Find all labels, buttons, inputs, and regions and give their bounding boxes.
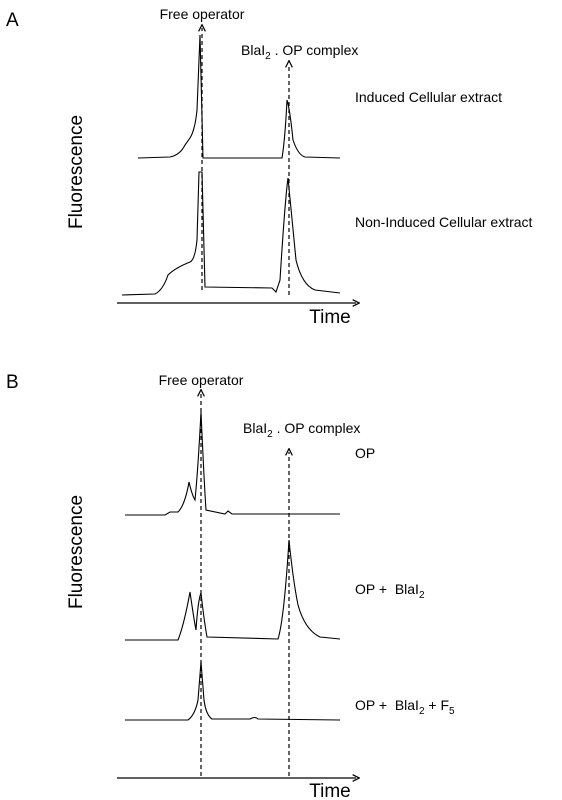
panel-label: B (6, 372, 19, 393)
panel-a: A Fluorescence Time Free operator BlaI2 … (6, 6, 533, 328)
subscript: 2 (265, 51, 271, 62)
x-axis-label: Time (309, 307, 351, 328)
panel-label: A (6, 10, 19, 31)
trace (121, 171, 341, 296)
label-text: BlaI (241, 42, 265, 58)
label-text: OP + BlaI (355, 697, 419, 713)
y-axis-label: Fluorescence (66, 495, 87, 609)
label-text: Free operator (159, 372, 244, 388)
label-text: Non-Induced Cellular extract (355, 214, 533, 230)
peak-label: Free operator (160, 6, 245, 22)
trace (125, 411, 340, 516)
subscript: 2 (419, 590, 425, 601)
trace-label: OP (355, 445, 375, 461)
label-text: Induced Cellular extract (355, 89, 502, 105)
trace (125, 661, 341, 721)
label-text: OP + BlaI (355, 581, 419, 597)
trace (125, 539, 341, 641)
peak-label: Free operator (159, 372, 244, 388)
y-axis-label: Fluorescence (66, 115, 87, 229)
trace-label: OP + BlaI2 + F5 (355, 697, 455, 717)
trace-label: Induced Cellular extract (355, 89, 502, 105)
subscript: 5 (449, 706, 455, 717)
panel-b: B Fluorescence Time Free operator BlaI2 … (6, 372, 455, 800)
x-axis-label: Time (309, 781, 351, 800)
label-text: BlaI (243, 420, 267, 436)
label-text: + F (425, 697, 450, 713)
peak-label: BlaI2 . OP complex (241, 42, 358, 62)
subscript: 2 (419, 706, 425, 717)
label-text: Free operator (160, 6, 245, 22)
peak-label: BlaI2 . OP complex (243, 420, 360, 440)
trace (137, 34, 341, 159)
label-text: OP (355, 445, 375, 461)
subscript: 2 (267, 429, 273, 440)
label-text: . OP complex (271, 42, 359, 58)
label-text: . OP complex (273, 420, 361, 436)
trace-label: OP + BlaI2 (355, 581, 425, 601)
trace-label: Non-Induced Cellular extract (355, 214, 533, 230)
